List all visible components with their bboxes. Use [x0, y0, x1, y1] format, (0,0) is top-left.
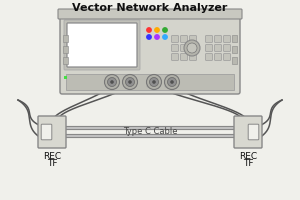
Circle shape [170, 81, 174, 84]
FancyBboxPatch shape [190, 36, 196, 43]
Circle shape [184, 41, 200, 57]
Circle shape [146, 75, 161, 90]
FancyBboxPatch shape [64, 21, 140, 71]
Text: Type C Cable: Type C Cable [123, 126, 177, 135]
FancyBboxPatch shape [224, 45, 230, 52]
Bar [232, 58, 237, 65]
Circle shape [110, 81, 114, 84]
FancyBboxPatch shape [224, 54, 230, 61]
FancyBboxPatch shape [67, 24, 137, 68]
Circle shape [155, 36, 159, 40]
FancyBboxPatch shape [41, 125, 52, 140]
FancyBboxPatch shape [248, 125, 259, 140]
Circle shape [187, 44, 197, 54]
Circle shape [107, 78, 116, 87]
Bar [63, 47, 68, 54]
Circle shape [122, 75, 137, 90]
FancyBboxPatch shape [190, 54, 196, 61]
Text: Vector Network Analyzer: Vector Network Analyzer [72, 3, 228, 13]
FancyBboxPatch shape [172, 54, 178, 61]
FancyBboxPatch shape [234, 116, 262, 148]
Circle shape [128, 81, 132, 84]
FancyBboxPatch shape [206, 54, 212, 61]
Circle shape [125, 78, 134, 87]
FancyBboxPatch shape [181, 45, 188, 52]
FancyBboxPatch shape [214, 45, 221, 52]
Bar [64, 77, 67, 80]
FancyBboxPatch shape [38, 116, 66, 148]
Bar [165, 83, 177, 88]
FancyBboxPatch shape [214, 54, 221, 61]
Bar [63, 36, 68, 43]
FancyBboxPatch shape [172, 45, 178, 52]
FancyBboxPatch shape [206, 45, 212, 52]
Circle shape [149, 78, 158, 87]
FancyBboxPatch shape [181, 54, 188, 61]
Circle shape [152, 81, 156, 84]
Circle shape [104, 75, 119, 90]
FancyBboxPatch shape [190, 45, 196, 52]
Circle shape [155, 29, 159, 33]
Bar [63, 58, 68, 65]
FancyBboxPatch shape [60, 13, 240, 95]
Bar [232, 36, 237, 43]
Circle shape [147, 29, 151, 33]
FancyBboxPatch shape [206, 36, 212, 43]
FancyBboxPatch shape [58, 10, 242, 20]
FancyBboxPatch shape [224, 36, 230, 43]
Circle shape [163, 36, 167, 40]
Text: TF: TF [243, 159, 253, 168]
Bar [147, 83, 159, 88]
Bar [232, 47, 237, 54]
FancyBboxPatch shape [172, 36, 178, 43]
Circle shape [167, 78, 176, 87]
Circle shape [147, 36, 151, 40]
Text: REC: REC [239, 152, 257, 161]
Text: TF: TF [47, 159, 57, 168]
Circle shape [164, 75, 179, 90]
FancyBboxPatch shape [214, 36, 221, 43]
Text: REC: REC [43, 152, 61, 161]
Circle shape [163, 29, 167, 33]
Bar [66, 75, 234, 91]
FancyBboxPatch shape [181, 36, 188, 43]
